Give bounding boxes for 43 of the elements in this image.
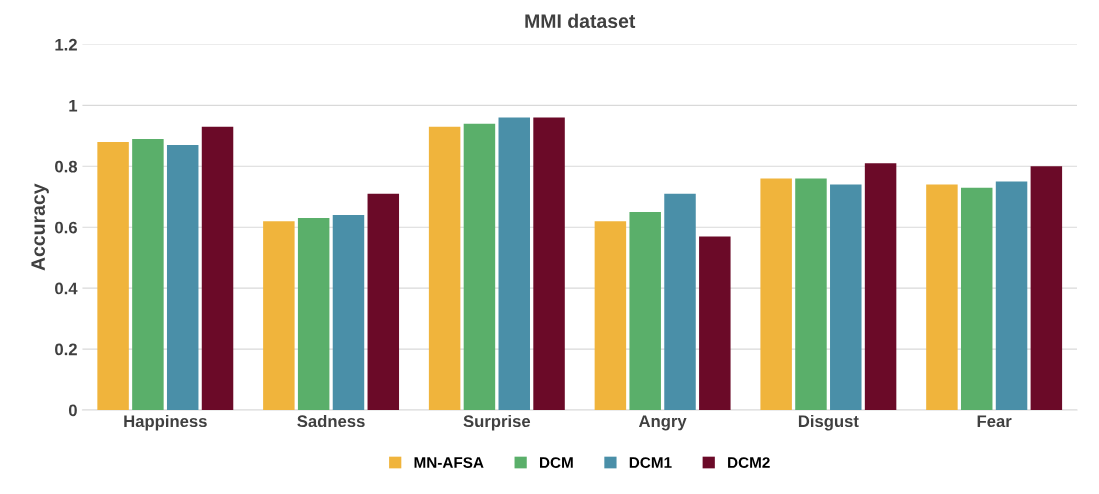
chart-title: MMI dataset <box>525 13 636 28</box>
legend-label: DCM1 <box>629 457 672 468</box>
bar <box>166 144 199 411</box>
bar <box>1030 166 1063 411</box>
y-tick-label: 0.2 <box>55 343 77 356</box>
y-tick-label: 0.6 <box>55 221 77 234</box>
legend-label: DCM2 <box>728 457 770 468</box>
x-tick-label: Sadness <box>297 414 365 428</box>
bar <box>960 187 993 411</box>
y-tick-label: 1 <box>69 99 78 112</box>
bar <box>132 138 164 411</box>
bar <box>498 117 530 411</box>
bar <box>664 193 696 411</box>
x-tick-label: Disgust <box>798 414 859 431</box>
bar <box>594 221 627 411</box>
bar <box>367 193 400 411</box>
y-tick-label: 0 <box>68 404 77 417</box>
bar <box>864 163 897 411</box>
x-tick-label: Happiness <box>124 414 207 431</box>
bar <box>995 181 1028 411</box>
bar <box>760 178 792 411</box>
y-axis-title: Accuracy <box>31 183 49 271</box>
y-tick-label: 0.4 <box>55 282 78 295</box>
legend-label: DCM <box>540 457 573 468</box>
bar <box>297 218 330 411</box>
bar <box>201 126 234 411</box>
legend-label: MN-AFSA <box>414 457 484 468</box>
bar <box>830 184 862 411</box>
bar <box>263 221 295 411</box>
bar <box>428 126 461 411</box>
bar <box>926 184 958 411</box>
y-tick-label: 0.8 <box>55 160 78 173</box>
bar <box>699 236 731 411</box>
bar <box>332 215 365 411</box>
x-tick-label: Fear <box>977 415 1012 428</box>
x-tick-label: Surprise <box>463 414 531 431</box>
x-tick-label: Angry <box>638 415 687 431</box>
bar <box>463 123 496 411</box>
y-tick-label: 1.2 <box>55 38 77 51</box>
bar <box>629 212 661 411</box>
bar <box>795 178 827 411</box>
bar <box>533 117 565 411</box>
bar <box>97 141 129 411</box>
